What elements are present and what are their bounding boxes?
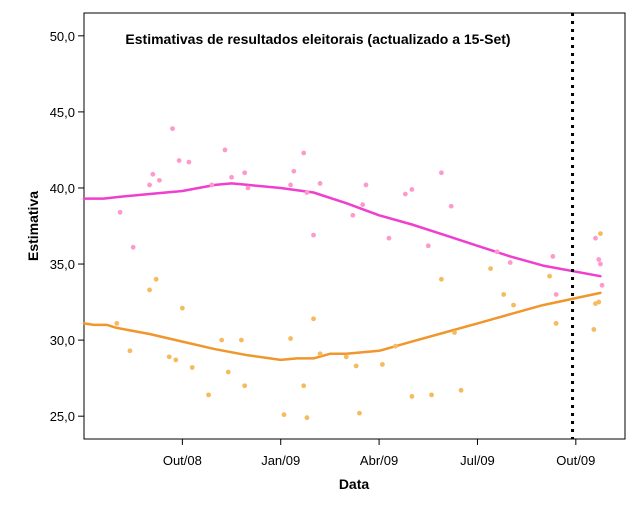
orange-point [114, 320, 120, 326]
pink-point [157, 177, 162, 183]
pink-point [117, 209, 123, 215]
pink-point [386, 235, 392, 241]
pink-point [593, 235, 598, 241]
pink-point [350, 212, 356, 218]
orange-point [147, 287, 152, 293]
x-axis-title: Data [339, 476, 370, 492]
pink-point [494, 249, 500, 255]
orange-point [304, 415, 310, 421]
x-tick-label: Jan/09 [261, 453, 300, 468]
pink-point [245, 185, 251, 191]
y-tick-labels: 25,0 30,0 35,0 40,0 45,0 50,0 [50, 29, 75, 424]
orange-point [127, 348, 133, 354]
orange-point [301, 383, 307, 389]
orange-point [311, 316, 316, 322]
pink-point [242, 170, 248, 176]
orange-point [238, 337, 244, 343]
orange-point [189, 365, 195, 370]
y-tick-label: 45,0 [50, 105, 75, 120]
orange-point [166, 354, 172, 360]
y-tick-label: 50,0 [50, 29, 75, 44]
x-tick-label: Out/09 [556, 453, 595, 468]
pink-point [598, 261, 603, 267]
orange-point [343, 354, 349, 360]
orange-point [317, 351, 323, 357]
pink-point [209, 182, 215, 188]
pink-point [599, 282, 605, 288]
pink-point [596, 257, 602, 262]
chart-title: Estimativas de resultados eleitorais (ac… [125, 31, 510, 47]
orange-point [379, 362, 385, 367]
orange-point [438, 276, 444, 282]
orange-point [547, 273, 552, 279]
x-tick-label: Abr/09 [360, 453, 398, 468]
pink-point [360, 202, 366, 208]
orange-trend-line [82, 291, 602, 362]
orange-point [409, 394, 415, 399]
orange-point [458, 387, 464, 393]
x-tick-label: Out/08 [163, 453, 202, 468]
orange-point [596, 299, 602, 305]
orange-point [429, 392, 434, 398]
x-tick-label: Jul/09 [460, 453, 495, 468]
plot-area [83, 12, 626, 440]
orange-point [452, 330, 457, 335]
orange-point [225, 369, 231, 375]
pink-point [288, 182, 293, 188]
orange-point [206, 392, 211, 398]
y-axis-title: Estimativa [25, 191, 41, 261]
pink-point [186, 159, 192, 165]
trend-lines [82, 182, 602, 362]
pink-point [402, 191, 408, 197]
axis-ticks [78, 35, 577, 445]
orange-point [598, 231, 603, 237]
pink-point [507, 260, 513, 265]
pink-point [222, 147, 228, 153]
pink-point [170, 126, 175, 132]
orange-point [553, 320, 559, 326]
orange-point [501, 292, 507, 297]
pink-point [291, 168, 297, 174]
y-tick-label: 25,0 [50, 409, 75, 424]
pink-point [363, 182, 369, 188]
pink-point [553, 292, 559, 297]
pink-point [311, 232, 316, 238]
orange-point [591, 327, 597, 332]
y-tick-label: 35,0 [50, 257, 75, 272]
pink-point [448, 203, 454, 209]
x-tick-labels: Out/08 Jan/09 Abr/09 Jul/09 Out/09 [163, 453, 595, 468]
y-tick-label: 30,0 [50, 333, 75, 348]
orange-point [488, 266, 493, 271]
orange-point [219, 337, 225, 343]
pink-point [425, 243, 431, 249]
orange-point [179, 305, 185, 311]
data-points [114, 126, 605, 421]
pink-point [301, 150, 307, 156]
orange-point [357, 410, 362, 416]
pink-point [304, 190, 310, 195]
orange-point [173, 357, 179, 363]
orange-point [393, 343, 398, 349]
pink-point [438, 170, 444, 176]
y-tick-label: 40,0 [50, 181, 75, 196]
pink-point [409, 187, 415, 192]
orange-point [288, 336, 293, 341]
orange-point [511, 302, 516, 308]
pink-point [150, 171, 156, 177]
pink-point [550, 254, 556, 259]
pink-point [130, 244, 136, 250]
orange-point [153, 276, 159, 282]
orange-point [353, 363, 359, 369]
pink-point [176, 158, 182, 163]
pink-point [229, 174, 234, 180]
pink-point [317, 181, 323, 186]
pink-trend-line [82, 182, 602, 278]
orange-point [281, 412, 287, 418]
pink-point [147, 182, 152, 188]
orange-point [242, 383, 248, 389]
